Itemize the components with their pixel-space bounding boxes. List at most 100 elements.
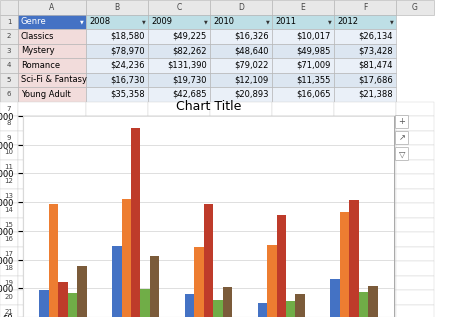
Bar [0,145,18,159]
Bar [18,116,86,131]
Text: ▼: ▼ [328,19,332,24]
Bar [18,0,86,15]
Bar [86,217,148,232]
Text: $10,017: $10,017 [297,32,331,41]
Bar [0,305,18,317]
Bar [396,261,434,275]
Text: $131,390: $131,390 [167,61,207,70]
Bar [0,247,18,261]
Text: G: G [412,3,418,12]
Bar [18,73,86,87]
Bar [18,232,86,247]
Text: Mystery: Mystery [21,46,55,55]
Bar [210,0,272,15]
Text: $24,236: $24,236 [110,61,145,70]
Bar [359,292,368,317]
Bar [148,232,210,247]
Bar [396,290,434,305]
Bar [210,116,272,131]
Bar [210,305,272,317]
Text: 13: 13 [4,193,13,199]
Bar [334,73,396,87]
Bar [185,294,194,317]
Bar [396,131,434,145]
Text: $48,640: $48,640 [235,46,269,55]
Bar [148,29,210,43]
Text: 4: 4 [7,62,11,68]
Text: $17,686: $17,686 [358,75,393,84]
Bar [86,43,148,58]
Text: $81,474: $81,474 [358,61,393,70]
Bar [396,145,434,159]
Bar [0,87,18,101]
Bar [18,131,86,145]
Bar [121,199,131,317]
Text: 2009: 2009 [151,17,172,26]
Bar [330,280,340,317]
Bar [18,247,86,261]
Bar [86,275,148,290]
Bar [396,101,434,116]
Bar [396,305,434,317]
Bar [0,159,18,174]
Bar [210,159,272,174]
Bar [86,261,148,275]
Bar [148,73,210,87]
Bar [334,189,396,203]
Bar [148,203,210,217]
Bar [77,266,87,317]
Bar [86,58,148,73]
Bar [272,87,334,101]
Bar [272,261,334,275]
Text: $12,109: $12,109 [235,75,269,84]
Bar [204,204,213,317]
Bar [18,305,86,317]
Bar [39,290,49,317]
Text: $18,580: $18,580 [110,32,145,41]
Bar [334,247,396,261]
Text: 14: 14 [5,207,13,213]
Bar [295,294,305,317]
Bar [272,305,334,317]
Bar [0,275,18,290]
Bar [148,159,210,174]
Bar [18,217,86,232]
Bar [210,101,272,116]
Bar [334,232,396,247]
Bar [334,305,396,317]
Text: Genre: Genre [21,17,47,26]
Bar [210,145,272,159]
Bar [18,29,86,43]
Bar [86,15,148,29]
Bar [0,217,18,232]
Bar [272,159,334,174]
Bar [267,245,276,317]
Bar [272,145,334,159]
Bar [272,174,334,189]
Bar [86,189,148,203]
Bar [23,116,394,317]
Bar [148,174,210,189]
Bar [396,116,434,131]
Bar [18,290,86,305]
Text: 19: 19 [4,280,13,286]
Text: 12: 12 [5,178,13,184]
Bar [0,101,18,116]
Bar [148,116,210,131]
Text: ▼: ▼ [204,19,208,24]
Text: ▼: ▼ [266,19,270,24]
Bar [140,289,150,317]
Bar [86,131,148,145]
Bar [0,232,18,247]
Text: $26,134: $26,134 [358,32,393,41]
Text: D: D [238,3,244,12]
Bar [334,43,396,58]
Bar [396,275,434,290]
Bar [131,128,140,317]
Text: $73,428: $73,428 [358,46,393,55]
Text: $79,022: $79,022 [235,61,269,70]
Bar [334,116,396,131]
Text: $49,225: $49,225 [173,32,207,41]
Bar [334,290,396,305]
Bar [210,174,272,189]
